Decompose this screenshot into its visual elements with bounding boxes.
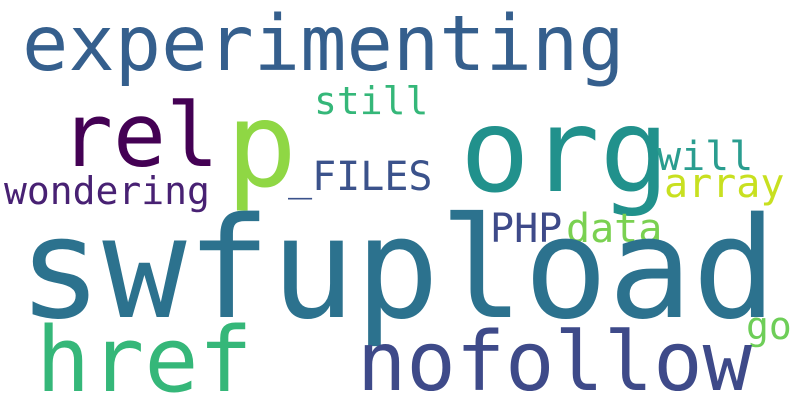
word-php: PHP [490,206,563,252]
word-swfupload: swfupload [18,188,777,351]
word-nofollow: nofollow [357,315,752,400]
word-go: go [746,304,792,348]
word-files: _FILES [288,154,433,200]
word-still: still [314,79,429,123]
word-data: data [566,206,663,252]
word-rel: rel [60,84,219,187]
word-p: p [226,76,298,214]
word-href: href [36,308,253,400]
word-array: array [664,161,785,207]
word-experimenting: experimenting [22,0,625,89]
word-will: will [657,134,754,180]
word-org: org [460,84,670,219]
word-wondering: wondering [4,169,210,213]
